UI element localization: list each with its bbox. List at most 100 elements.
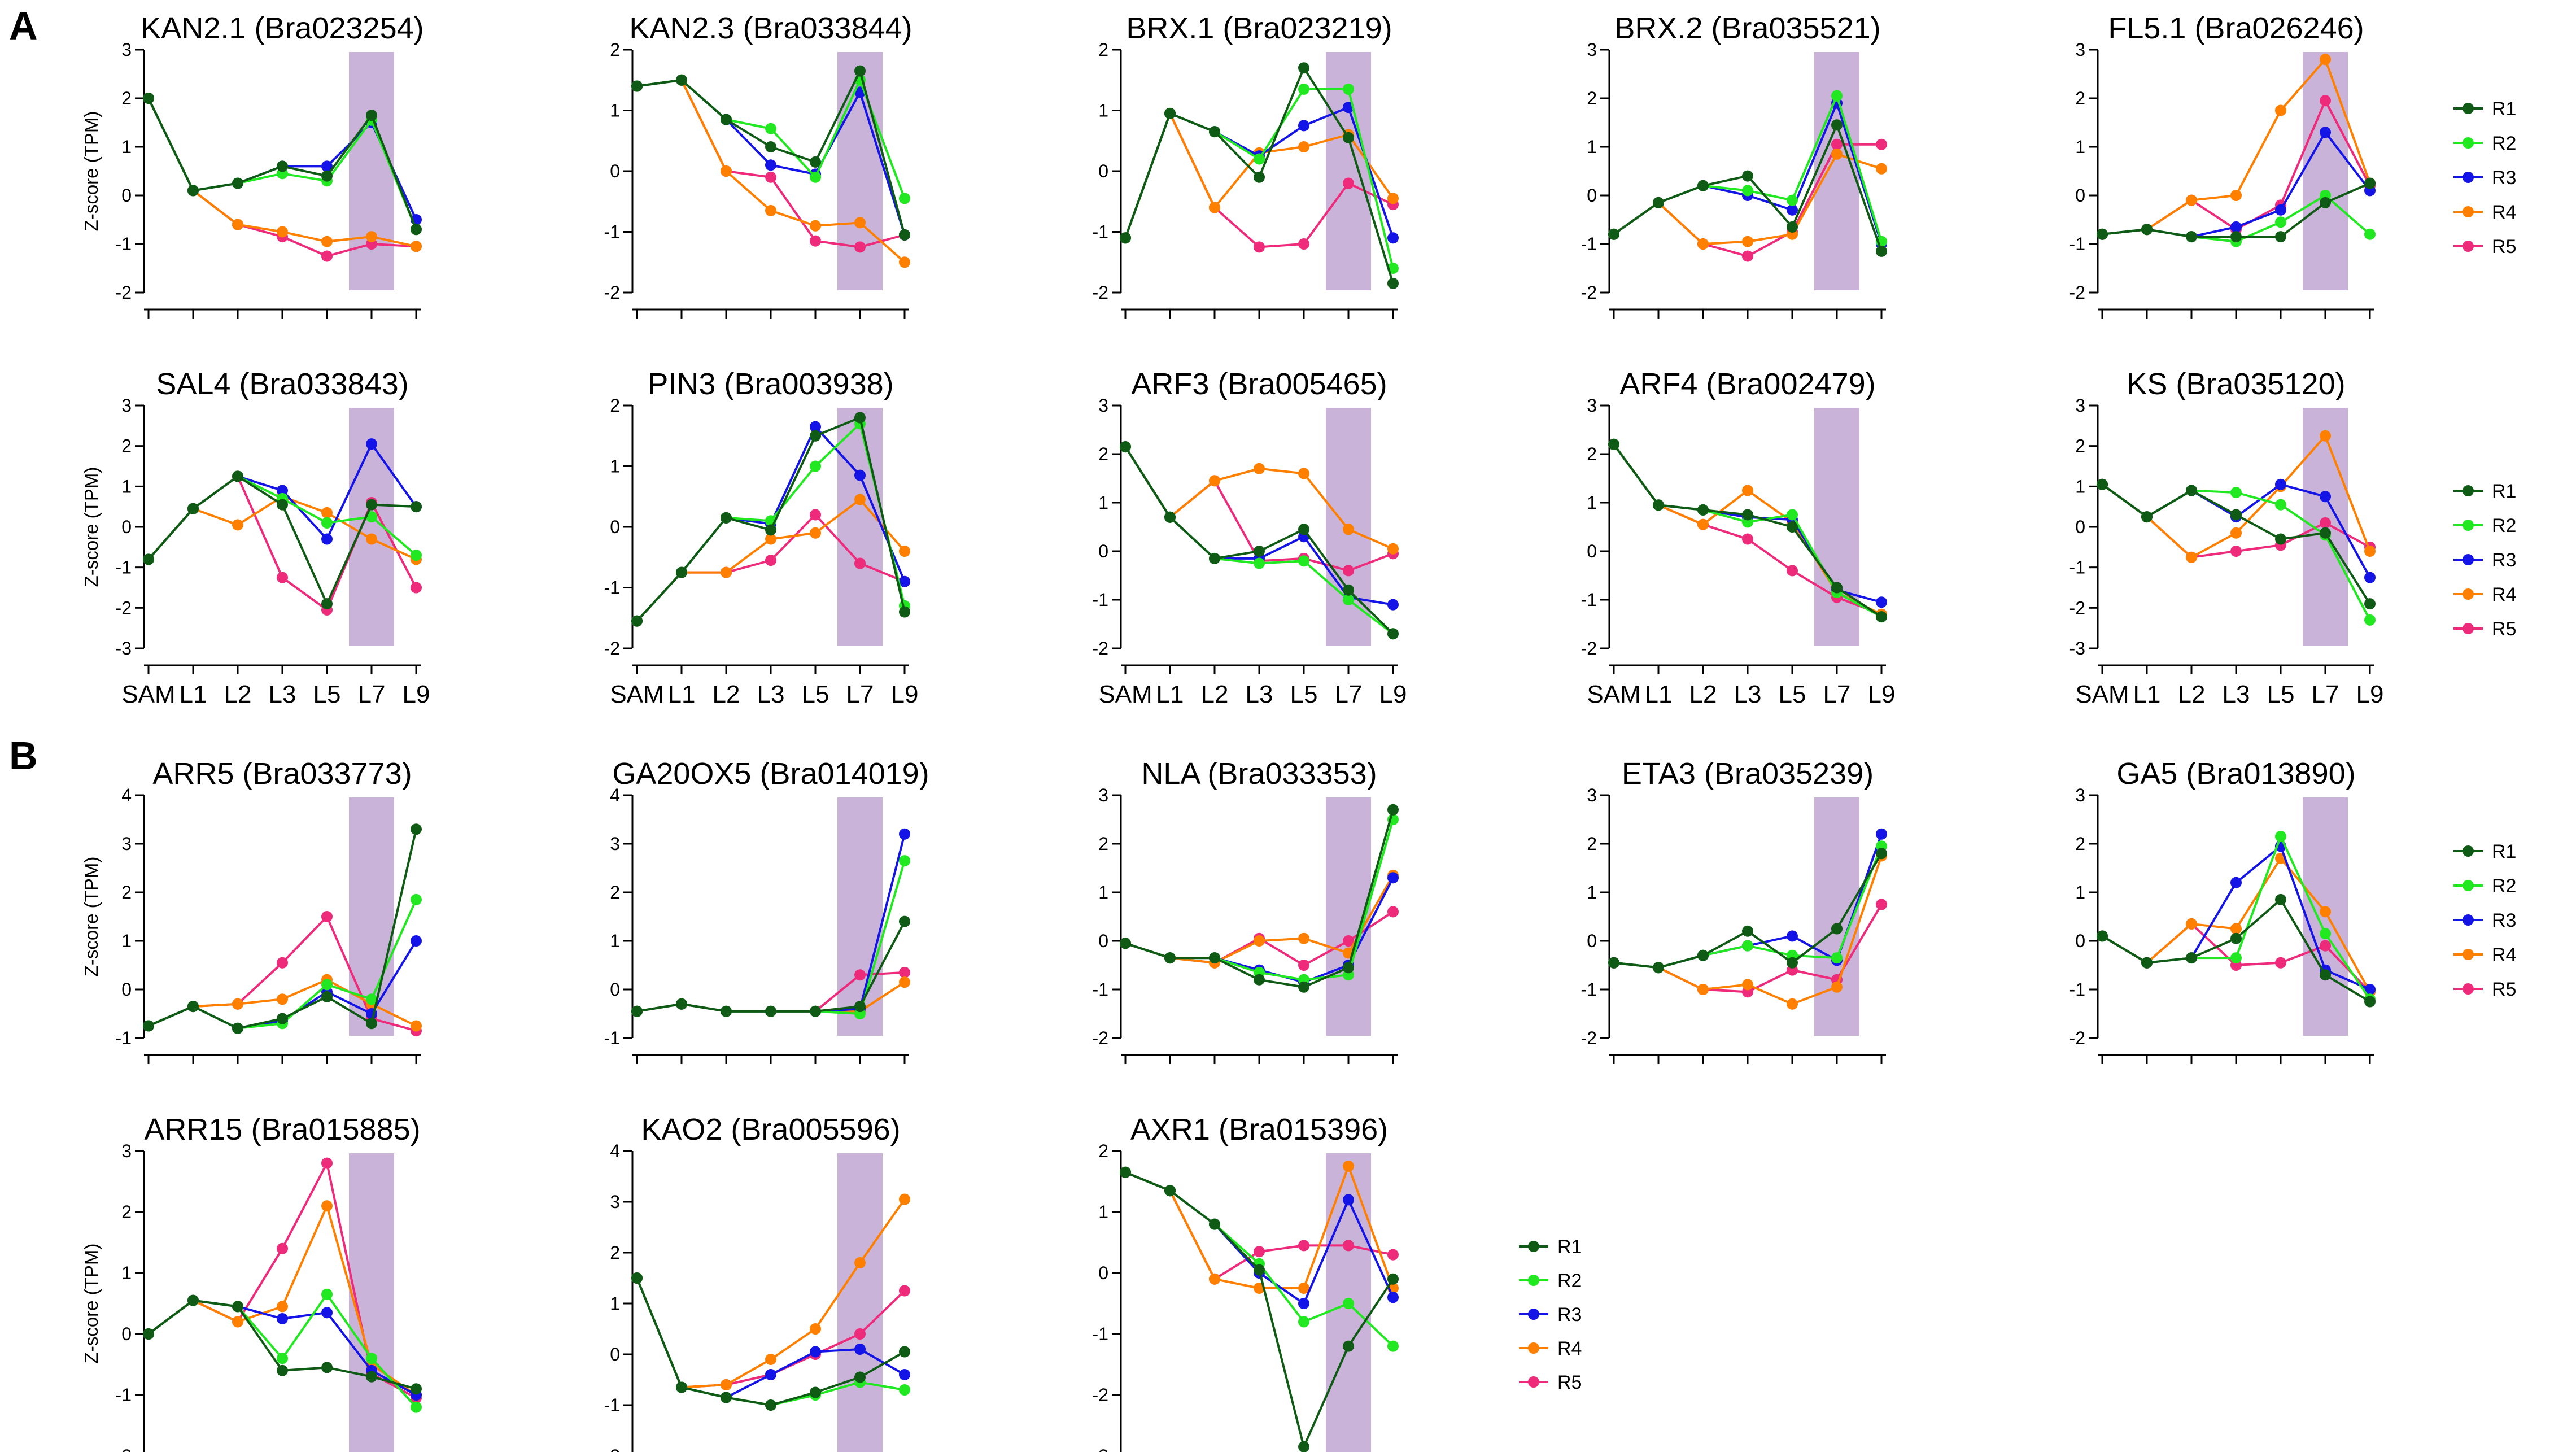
subplot-8: ARF3 (Bra005465) -2 -1 0 1 2 3 SAM L1 L2 L3 L5 L7 L9 [1093, 367, 1407, 708]
data-point-r5 [321, 1157, 333, 1169]
y-tick-label: 1 [121, 931, 132, 951]
y-tick-label: 2 [610, 395, 620, 416]
data-point-r5 [1298, 1240, 1309, 1252]
data-point-r4 [1298, 932, 1309, 944]
data-point-r1 [1742, 925, 1753, 937]
data-point-r2 [277, 1353, 288, 1364]
x-tick-label: L9 [403, 681, 430, 708]
data-point-r1 [366, 1018, 377, 1030]
y-tick-label: -1 [1581, 979, 1597, 1000]
y-tick-label: 1 [1587, 492, 1597, 513]
data-point-r3 [277, 1313, 288, 1324]
data-point-r1 [1254, 974, 1265, 986]
data-point-r4 [2186, 194, 2197, 206]
y-tick-label: -1 [116, 234, 132, 254]
data-point-r2 [1298, 1316, 1309, 1328]
data-point-r5 [1742, 533, 1753, 545]
subplot-title: SAL4 (Bra033843) [156, 367, 408, 401]
subplot-10: KS (Bra035120) -3 -2 -1 0 1 2 3 SAM L1 L2 L3 L5 L7 L9 [2069, 367, 2384, 708]
x-tick-label: L7 [1823, 681, 1851, 708]
y-tick-label: 2 [2075, 436, 2085, 456]
data-point-r3 [1876, 596, 1887, 608]
data-point-r4 [2364, 546, 2376, 557]
data-point-r4 [366, 231, 377, 243]
x-tick-label: SAM [121, 681, 175, 708]
y-tick-label: -3 [116, 638, 132, 659]
subplot-15: GA5 (Bra013890) -2 -1 0 1 2 3 [2069, 757, 2376, 1064]
data-point-r2 [2364, 614, 2376, 626]
data-point-r1 [2141, 957, 2153, 969]
legend-label: R1 [2492, 481, 2516, 502]
y-tick-label: 2 [2075, 834, 2085, 854]
data-point-r4 [321, 1200, 333, 1212]
y-tick-label: -1 [604, 578, 620, 598]
x-tick-label: L7 [2312, 681, 2339, 708]
x-tick-label: L5 [1290, 681, 1318, 708]
data-point-r3 [1787, 930, 1798, 942]
data-point-r2 [899, 193, 910, 204]
y-tick-label: -2 [1581, 1028, 1597, 1048]
data-point-r5 [1298, 960, 1309, 971]
y-tick-label: 0 [610, 1344, 620, 1364]
legend-marker [1528, 1241, 1539, 1252]
data-point-r1 [676, 998, 687, 1010]
y-tick-label: 0 [121, 185, 132, 206]
data-point-r1 [1742, 509, 1753, 521]
data-point-r1 [143, 93, 154, 104]
legend-marker [2463, 949, 2474, 960]
subplot-14: ETA3 (Bra035239) -2 -1 0 1 2 3 [1581, 757, 1887, 1064]
x-tick-label: L1 [1156, 681, 1184, 708]
subplot-title: KAN2.3 (Bra033844) [629, 11, 912, 45]
data-point-r4 [1742, 979, 1753, 991]
legend-label: R1 [2492, 841, 2516, 862]
data-point-r1 [411, 501, 422, 513]
data-point-r1 [1742, 170, 1753, 182]
data-point-r1 [1298, 1441, 1309, 1452]
data-point-r2 [899, 855, 910, 867]
subplot-title: BRX.1 (Bra023219) [1126, 11, 1392, 45]
data-point-r4 [1298, 141, 1309, 152]
y-tick-label: 3 [2075, 785, 2085, 805]
subplot-1: KAN2.1 (Bra023254) -2 -1 0 1 2 3 Z-score (TPM) [81, 11, 424, 319]
y-tick-label: 0 [2075, 931, 2085, 951]
data-point-r1 [1697, 180, 1709, 191]
data-point-r5 [810, 509, 821, 521]
data-point-r1 [1831, 582, 1843, 594]
legend-label: R1 [2492, 98, 2516, 120]
data-point-r3 [2230, 221, 2242, 233]
y-tick-label: 2 [610, 40, 620, 60]
y-tick-label: -1 [1093, 979, 1108, 1000]
legend-marker [2463, 137, 2474, 149]
data-point-r1 [1787, 521, 1798, 533]
y-tick-label: 0 [1587, 185, 1597, 206]
y-tick-label: 1 [121, 1263, 132, 1283]
data-point-r4 [899, 256, 910, 268]
y-tick-label: 2 [610, 1242, 620, 1263]
data-point-r1 [1298, 981, 1309, 993]
data-point-r1 [232, 177, 243, 189]
subplot-7: PIN3 (Bra003938) -2 -1 0 1 2 SAM L1 L2 L3 L5 L7 L9 [604, 367, 919, 708]
x-tick-label: L9 [2356, 681, 2384, 708]
y-axis-label: Z-score (TPM) [81, 111, 102, 232]
y-tick-label: 0 [121, 517, 132, 537]
y-tick-label: -3 [1093, 1446, 1108, 1452]
subplot-title: ETA3 (Bra035239) [1622, 757, 1874, 791]
data-point-r5 [854, 1328, 866, 1340]
data-point-r5 [2230, 546, 2242, 557]
x-tick-label: L2 [2178, 681, 2206, 708]
data-point-r1 [2097, 930, 2108, 942]
y-tick-label: 2 [121, 436, 132, 456]
data-point-r3 [277, 485, 288, 496]
data-point-r1 [676, 74, 687, 86]
y-tick-label: 2 [121, 88, 132, 108]
data-point-r4 [765, 204, 776, 216]
legend-label: R2 [2492, 133, 2516, 154]
x-tick-label: L3 [269, 681, 296, 708]
x-tick-label: L3 [1734, 681, 1762, 708]
y-tick-label: -2 [116, 1446, 132, 1452]
data-point-r1 [321, 1362, 333, 1373]
data-point-r1 [366, 499, 377, 511]
data-point-r5 [1254, 241, 1265, 253]
data-point-r3 [810, 1346, 821, 1358]
subplot-title: ARF3 (Bra005465) [1131, 367, 1387, 401]
